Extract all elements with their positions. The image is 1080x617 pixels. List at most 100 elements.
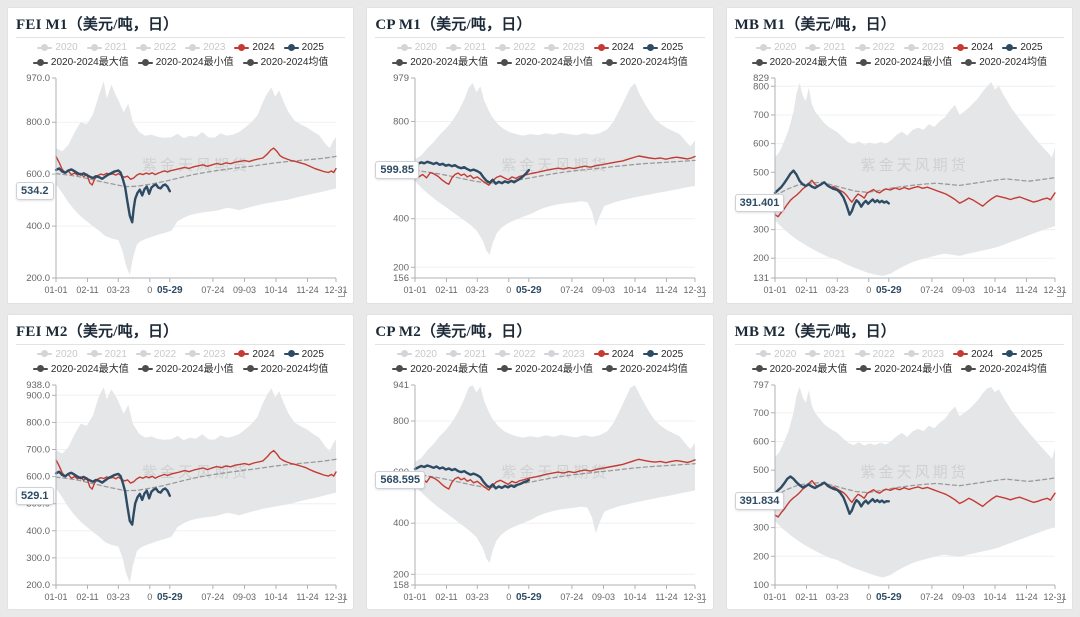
legend-item-2020-2024最小值[interactable]: 2020-2024最小值 [497,55,593,70]
plot-area[interactable]: 938.0900.0800.0700.0600.0500.0400.0300.0… [16,377,347,603]
latest-value-label: 599.85 [375,161,419,179]
svg-text:200: 200 [393,569,409,580]
legend-item-2023[interactable]: 2023 [903,347,944,362]
legend-item-2020-2024均值[interactable]: 2020-2024均值 [961,55,1047,70]
legend-item-2025[interactable]: 2025 [283,347,324,362]
legend-label: 2020-2024均值 [979,363,1048,375]
legend-label: 2020 [414,348,437,360]
legend-marker-icon [32,58,48,67]
svg-text:01-01: 01-01 [404,285,427,295]
legend-item-2025[interactable]: 2025 [1002,40,1043,55]
svg-text:07-24: 07-24 [920,285,943,295]
legend-item-2020-2024均值[interactable]: 2020-2024均值 [961,362,1047,377]
legend-label: 2021 [104,42,127,53]
plot-area[interactable]: 82980070060050040030020013101-0102-1103-… [735,70,1066,296]
legend-item-2023[interactable]: 2023 [185,347,225,362]
legend-item-2020-2024最小值[interactable]: 2020-2024最小值 [856,55,952,70]
chart-panel-cp-m1: CP M1（美元/吨，日） 2020 2021 2022 2023 2024 2025 2… [366,7,714,304]
legend-item-2024[interactable]: 2024 [953,347,993,362]
legend-item-2020-2024均值[interactable]: 2020-2024均值 [242,362,328,377]
legend-item-2021[interactable]: 2021 [86,347,127,362]
legend-item-2020-2024最小值[interactable]: 2020-2024最小值 [497,362,593,377]
legend-marker-icon [185,350,201,358]
legend-item-2020[interactable]: 2020 [37,347,78,362]
legend-label: 2023 [203,348,226,360]
plot-area[interactable]: 79770060050040030020010001-0102-1103-230… [735,377,1066,603]
legend-item-2021[interactable]: 2021 [805,40,846,55]
plot-area[interactable]: 970.0 800.0 600.0 400.0 200.001-01 02-11 03-23… [16,70,347,296]
legend-item-2023[interactable]: 2023 [544,40,585,55]
legend-item-2022[interactable]: 2022 [135,40,176,55]
legend-item-2020-2024最小值[interactable]: 2020-2024最小值 [137,362,234,377]
svg-text:05-29: 05-29 [876,285,902,296]
legend-item-2022[interactable]: 2022 [854,40,895,55]
legend-marker-icon [392,58,408,67]
legend-label: 2020-2024最大值 [769,57,848,68]
legend-item-2023[interactable]: 2023 [544,347,585,362]
svg-text:800: 800 [393,117,409,128]
legend-item-2020-2024最大值[interactable]: 2020-2024最大值 [751,55,848,70]
legend-marker-icon [1002,43,1018,52]
legend-item-2020-2024最大值[interactable]: 2020-2024最大值 [751,362,847,377]
plot-area[interactable]: 94180060040020015801-0102-1103-23005-290… [375,377,706,603]
legend-label: 2020-2024最大值 [410,57,489,68]
legend-item-2025[interactable]: 2025 [1002,347,1043,362]
legend-item-2022[interactable]: 2022 [495,347,535,362]
svg-text:0: 0 [147,285,152,295]
legend-label: 2022 [872,42,895,53]
legend-item-2023[interactable]: 2023 [185,40,225,55]
legend-label: 2020-2024最小值 [155,57,234,68]
legend-item-2020-2024均值[interactable]: 2020-2024均值 [601,362,688,377]
legend-item-2020[interactable]: 2020 [37,40,78,55]
legend-row-years: 2020 2021 2022 2023 2024 2025 [396,40,683,55]
legend-item-2020-2024均值[interactable]: 2020-2024均值 [601,55,688,70]
legend-label: 2021 [463,348,487,360]
legend-marker-icon [392,365,408,373]
legend-item-2020[interactable]: 2020 [756,347,796,362]
legend-item-2024[interactable]: 2024 [953,40,993,55]
legend-item-2024[interactable]: 2024 [234,347,275,362]
legend-item-2020[interactable]: 2020 [396,347,437,362]
legend-item-2020-2024最大值[interactable]: 2020-2024最大值 [392,362,488,377]
chart-legend: 2020 2021 2022 2023 2024 2025 2020-2024最大值 202… [375,347,704,377]
svg-text:10-14: 10-14 [983,285,1006,295]
chart-title: FEI M1（美元/吨，日） [16,17,179,33]
legend-marker-icon [756,43,772,52]
resize-corner-icon [338,289,346,297]
legend-item-2025[interactable]: 2025 [283,40,324,55]
legend-item-2025[interactable]: 2025 [642,347,683,362]
legend-item-2021[interactable]: 2021 [445,347,487,362]
plot-area[interactable]: 97980060040020015601-0102-1103-23005-290… [375,70,706,296]
legend-item-2020[interactable]: 2020 [756,40,796,55]
legend-item-2020-2024最大值[interactable]: 2020-2024最大值 [32,55,129,70]
svg-text:02-11: 02-11 [436,592,458,602]
legend-item-2020-2024最小值[interactable]: 2020-2024最小值 [137,55,234,70]
legend-item-2025[interactable]: 2025 [642,40,683,55]
legend-item-2022[interactable]: 2022 [495,40,535,55]
legend-item-2020-2024最大值[interactable]: 2020-2024最大值 [392,55,488,70]
legend-item-2020[interactable]: 2020 [396,40,437,55]
legend-label: 2025 [1020,348,1043,360]
legend-item-2020-2024最小值[interactable]: 2020-2024最小值 [856,362,952,377]
legend-item-2023[interactable]: 2023 [903,40,944,55]
chart-title: MB M1（美元/吨，日） [734,17,896,33]
legend-item-2022[interactable]: 2022 [135,347,176,362]
svg-text:11-24: 11-24 [1015,592,1037,602]
legend-item-2024[interactable]: 2024 [593,347,634,362]
legend-item-2021[interactable]: 2021 [805,347,846,362]
legend-item-2020-2024最大值[interactable]: 2020-2024最大值 [32,362,129,377]
svg-text:01-01: 01-01 [44,285,67,295]
svg-text:600: 600 [753,139,769,150]
legend-item-2021[interactable]: 2021 [86,40,127,55]
svg-text:300: 300 [753,522,769,533]
legend-item-2022[interactable]: 2022 [854,347,895,362]
svg-text:200: 200 [753,551,769,562]
legend-marker-icon [751,365,767,373]
svg-text:10-14: 10-14 [624,592,647,602]
legend-item-2024[interactable]: 2024 [593,40,634,55]
legend-item-2024[interactable]: 2024 [234,40,275,55]
legend-label: 2025 [301,348,324,360]
legend-item-2021[interactable]: 2021 [445,40,486,55]
legend-item-2020-2024均值[interactable]: 2020-2024均值 [242,55,328,70]
svg-text:938.0: 938.0 [26,380,50,391]
